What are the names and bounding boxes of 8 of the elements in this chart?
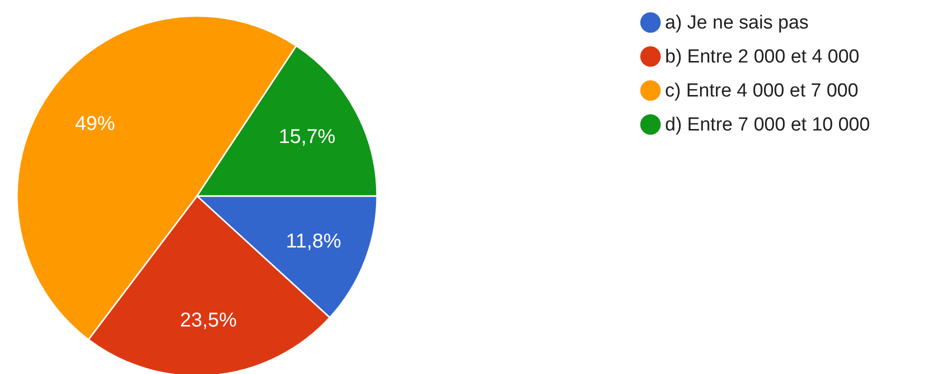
legend-label: a) Je ne sais pas [665,12,809,34]
data-label: 23,5% [180,309,237,332]
legend-label: b) Entre 2 000 et 4 000 [665,46,860,68]
legend-label: d) Entre 7 000 et 10 000 [665,114,870,136]
data-label: 49% [74,112,116,135]
legend-label: c) Entre 4 000 et 7 000 [665,80,858,102]
data-label: 15,7% [278,126,336,148]
data-label: 11,8% [286,230,342,252]
